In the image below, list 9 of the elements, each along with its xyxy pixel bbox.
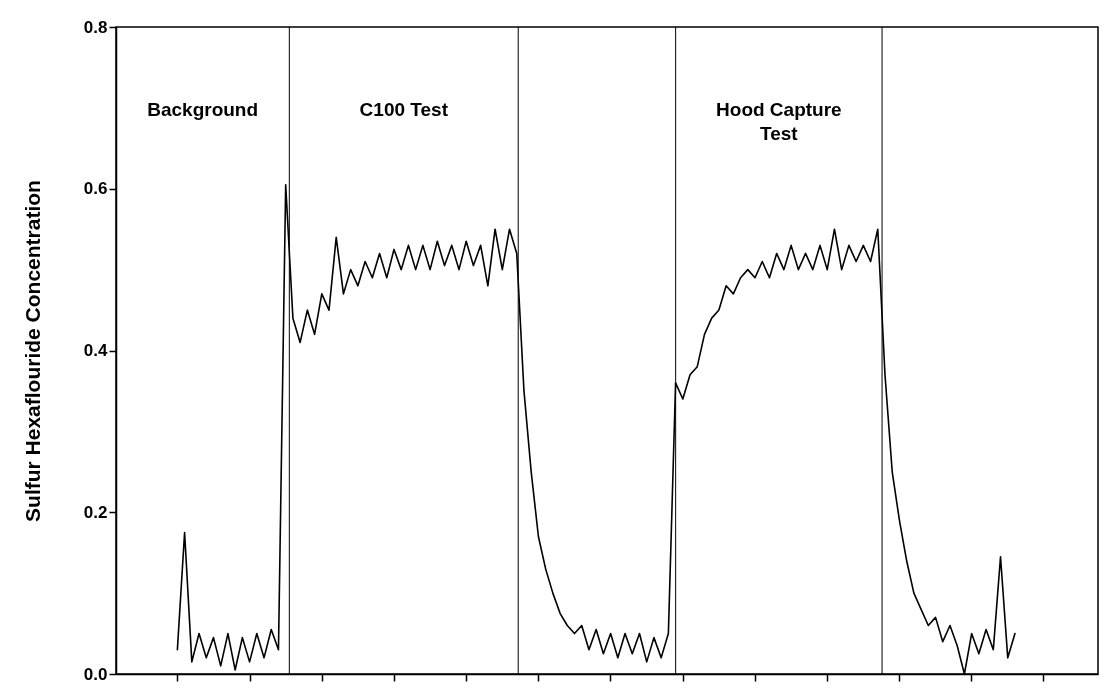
y-tick-label: 0.8: [83, 17, 108, 37]
y-tick-label: 0.6: [83, 179, 108, 199]
annotation: C100 Test: [359, 99, 449, 120]
y-tick-label: 0.2: [83, 502, 108, 522]
annotation: Hood Capture Test: [716, 99, 842, 144]
annotation: Background: [147, 99, 259, 120]
y-tick-label: 0.0: [83, 664, 108, 684]
y-tick-label: 0.4: [83, 341, 109, 360]
y-axis-title: Sulfur Hexaflouride Concentration: [20, 180, 44, 522]
